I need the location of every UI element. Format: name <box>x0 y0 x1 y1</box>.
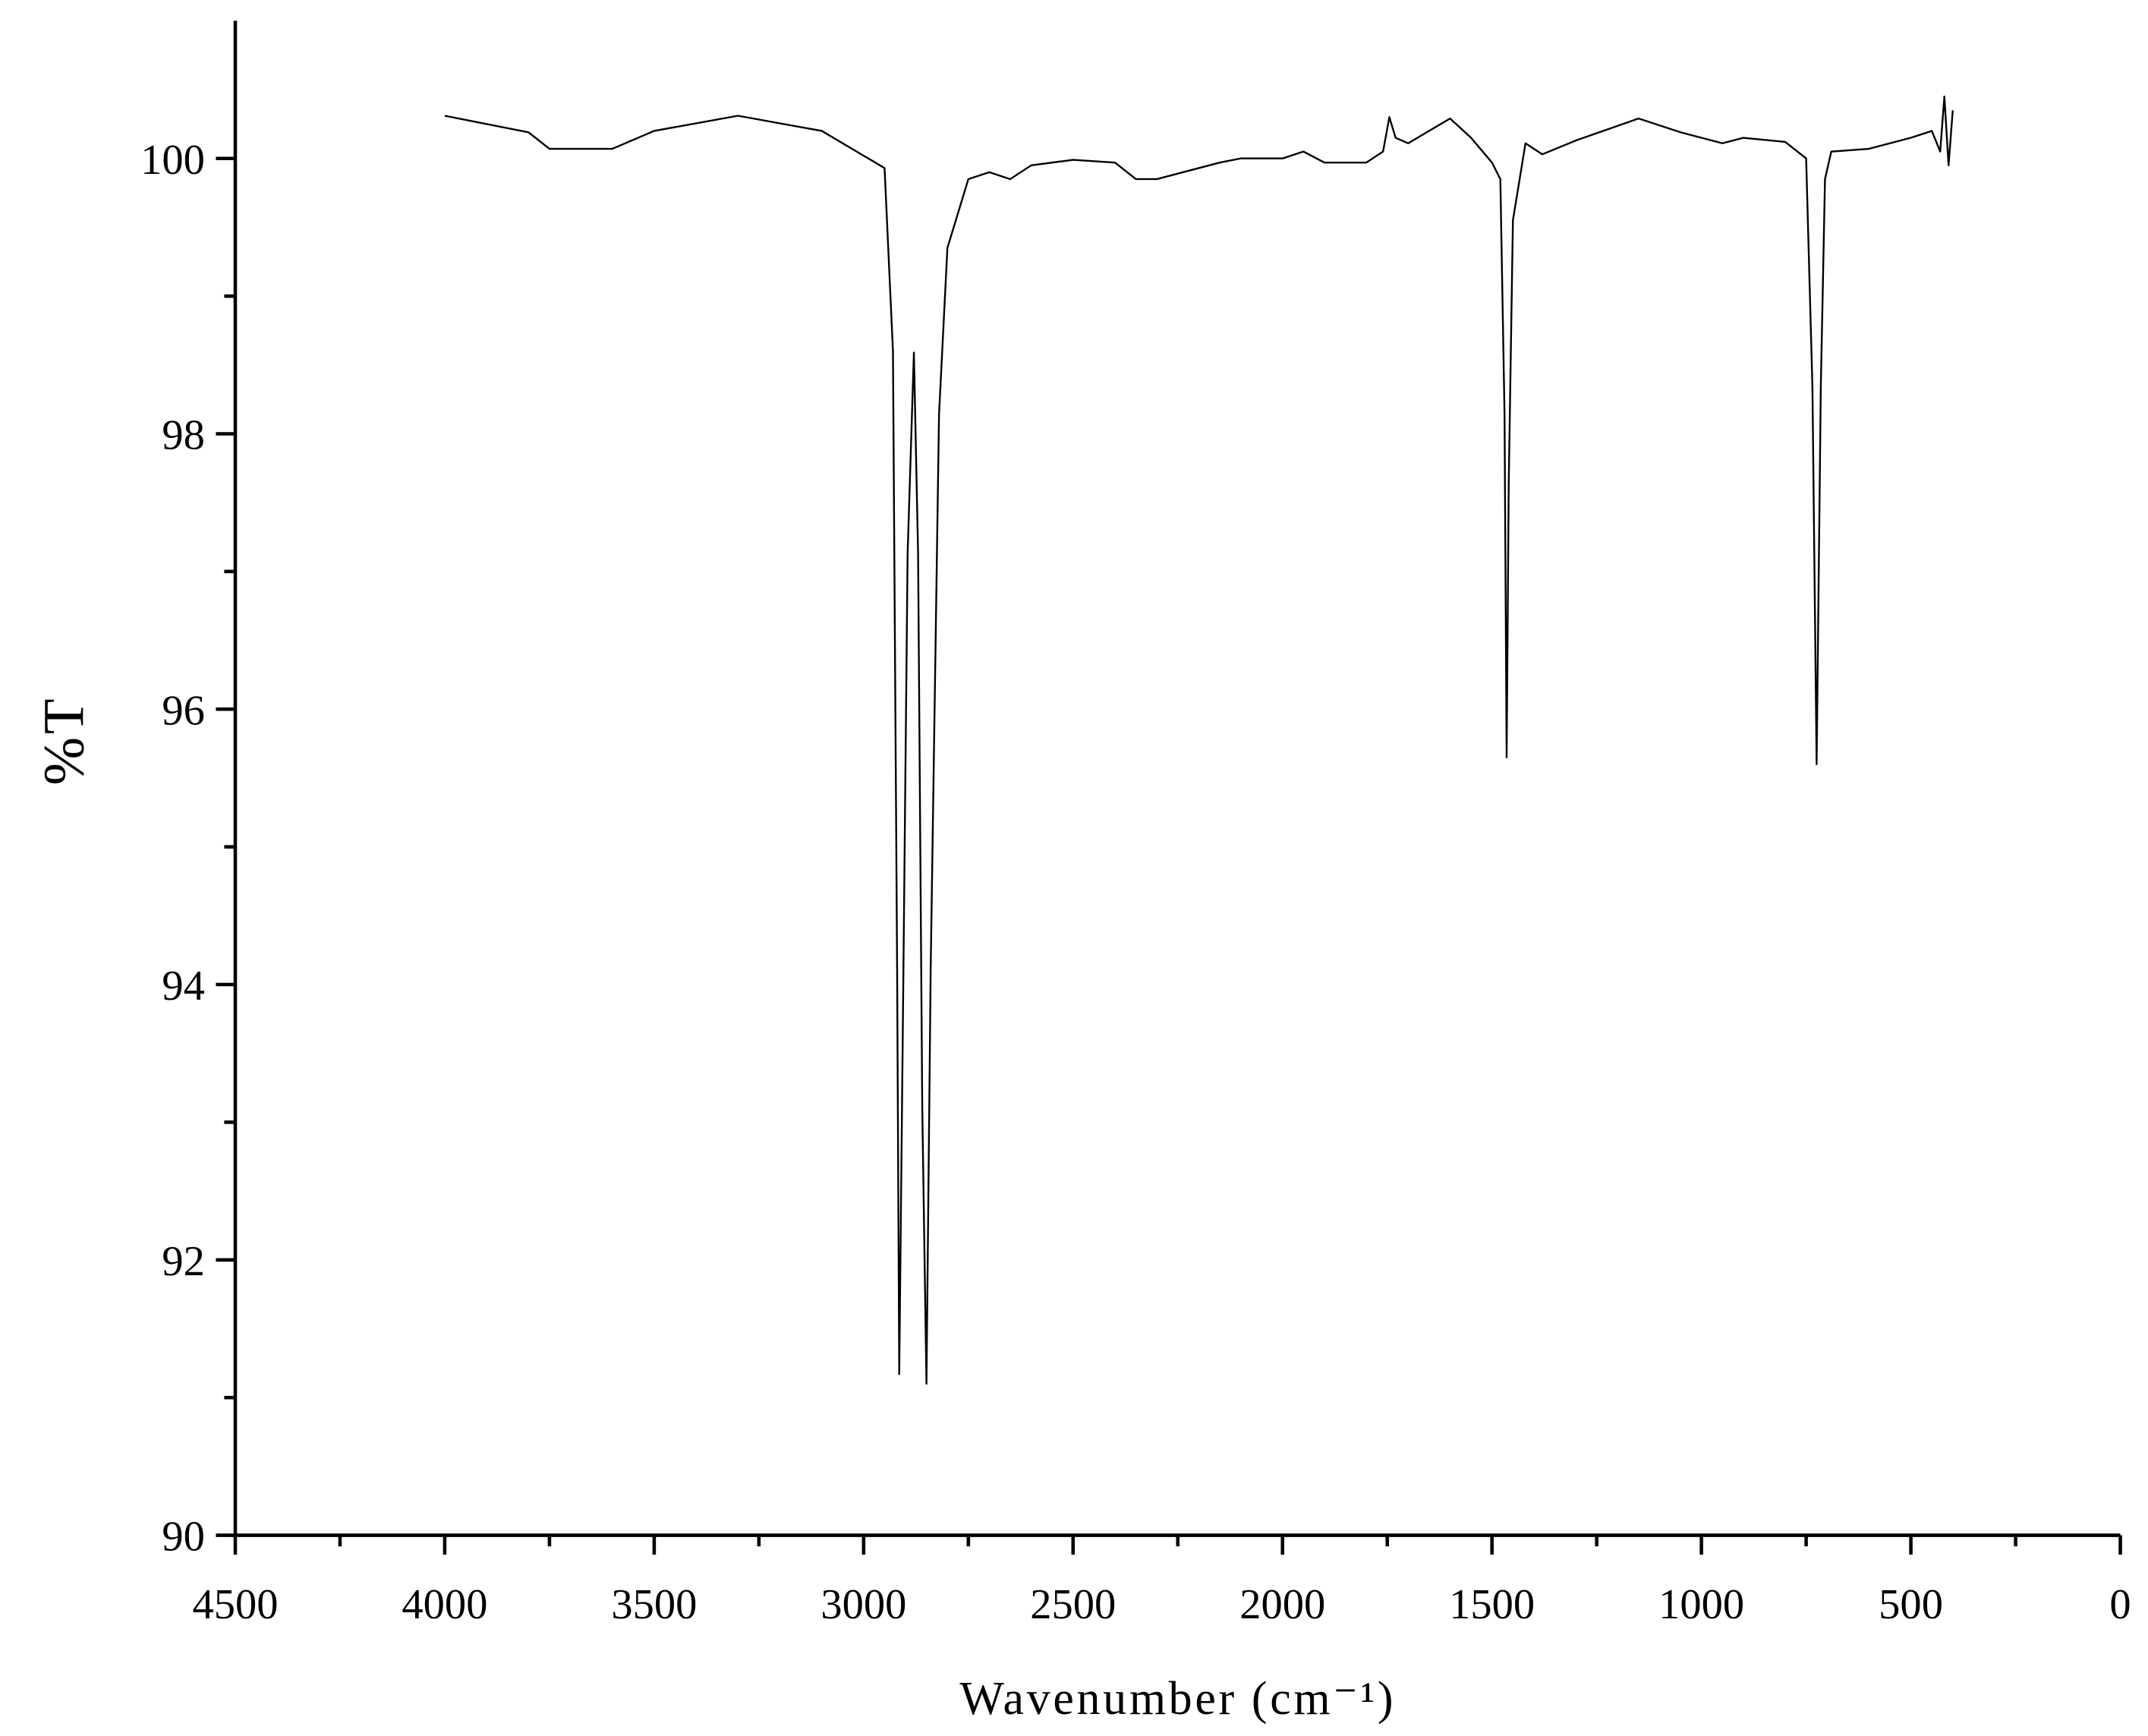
x-tick-label: 1000 <box>1658 1581 1744 1628</box>
x-tick-label: 1500 <box>1449 1581 1535 1628</box>
x-tick-label: 2000 <box>1239 1581 1325 1628</box>
y-tick-label: 100 <box>140 137 205 184</box>
x-tick-label: 4000 <box>402 1581 487 1628</box>
x-tick-label: 2500 <box>1030 1581 1116 1628</box>
y-tick-label: 96 <box>162 687 205 734</box>
spectrum-line <box>444 95 1954 1385</box>
y-tick-label: 90 <box>162 1514 205 1561</box>
x-axis-title: Wavenumber (cm⁻¹) <box>959 1673 1396 1725</box>
x-tick-label: 3500 <box>611 1581 697 1628</box>
y-tick-label: 94 <box>162 963 205 1010</box>
x-tick-label: 0 <box>2109 1581 2131 1628</box>
x-tick-label: 3000 <box>820 1581 906 1628</box>
x-tick-label: 4500 <box>192 1581 278 1628</box>
y-axis-title: %T <box>31 696 96 786</box>
y-tick-label: 92 <box>162 1238 205 1285</box>
y-tick-label: 98 <box>162 412 205 459</box>
x-tick-label: 500 <box>1879 1581 1943 1628</box>
